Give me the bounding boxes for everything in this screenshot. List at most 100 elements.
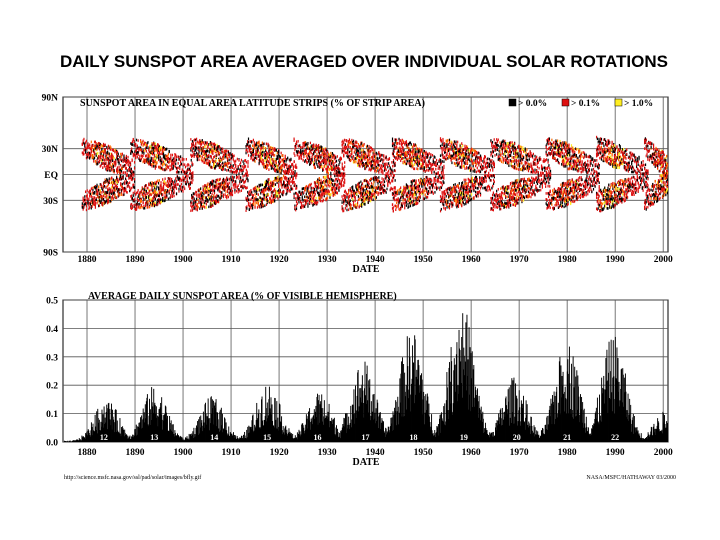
butterfly-mark [282,183,284,187]
butterfly-mark [379,164,381,167]
butterfly-mark [214,200,216,203]
butterfly-mark [209,142,212,146]
butterfly-mark [272,181,274,185]
butterfly-mark [226,193,229,197]
butterfly-mark [332,153,334,157]
butterfly-mark [218,166,221,169]
butterfly-mark [223,183,225,186]
butterfly-mark [211,199,213,203]
butterfly-mark [371,164,373,167]
butterfly-mark [191,154,194,158]
butterfly-mark [225,181,227,185]
butterfly-mark [103,192,105,196]
butterfly-mark [219,148,221,152]
butterfly-mark [397,147,399,150]
butterfly-mark [201,207,203,210]
butterfly-mark [314,148,316,151]
butterfly-mark [87,152,89,156]
butterfly-mark [363,193,365,197]
butterfly-mark [388,157,391,160]
butterfly-mark [207,161,209,165]
butterfly-mark [318,178,320,182]
butterfly-mark [360,191,362,195]
butterfly-mark [218,200,220,204]
butterfly-mark [126,181,128,184]
butterfly-mark [370,195,373,199]
butterfly-mark [348,191,350,194]
butterfly-mark [117,190,119,194]
butterfly-mark [312,196,314,199]
butterfly-mark [260,144,263,147]
butterfly-mark [151,165,153,168]
butterfly-mark [260,146,263,150]
butterfly-mark [277,175,279,179]
butterfly-mark [178,170,180,174]
butterfly-mark [213,160,215,164]
butterfly-mark [108,179,110,183]
butterfly-mark [125,181,127,185]
butterfly-mark [274,176,277,180]
butterfly-mark [318,193,320,197]
butterfly-mark [129,161,132,165]
butterfly-mark [200,187,202,190]
butterfly-mark [114,189,116,192]
butterfly-mark [320,147,322,151]
butterfly-mark [367,181,369,184]
butterfly-mark [253,156,255,160]
butterfly-mark [195,200,197,204]
butterfly-mark [247,150,249,154]
butterfly-mark [251,155,253,159]
butterfly-mark [302,200,304,204]
butterfly-mark [358,144,360,148]
butterfly-mark [368,186,370,189]
butterfly-mark [344,146,346,149]
butterfly-mark [190,153,192,157]
butterfly-mark [89,206,91,209]
butterfly-mark [106,151,108,155]
butterfly-mark [322,158,325,161]
butterfly-mark [300,151,302,154]
butterfly-mark [343,200,345,203]
butterfly-mark [98,195,101,199]
butterfly-mark [316,152,318,156]
butterfly-mark [358,158,360,162]
butterfly-mark [265,184,268,187]
butterfly-mark [161,200,163,204]
butterfly-mark [146,191,148,195]
butterfly-mark [254,156,256,160]
butterfly-mark [218,145,220,148]
butterfly-mark [271,164,273,167]
butterfly-mark [274,169,276,172]
butterfly-mark [222,187,224,191]
butterfly-mark [219,164,221,168]
butterfly-mark [371,193,373,197]
butterfly-mark [374,169,376,173]
butterfly-mark [210,205,212,209]
butterfly-mark [341,151,343,154]
butterfly-mark [375,165,377,169]
butterfly-mark [158,194,160,198]
butterfly-mark [316,148,318,151]
butterfly-mark [86,197,88,200]
butterfly-mark [285,170,287,174]
butterfly-mark [276,166,278,169]
butterfly-mark [257,155,259,158]
butterfly-mark [132,199,134,202]
butterfly-mark [358,191,360,194]
butterfly-mark [345,151,347,155]
butterfly-mark [283,185,286,189]
butterfly-mark [99,165,101,168]
butterfly-mark [222,155,224,159]
butterfly-mark [256,153,258,156]
butterfly-mark [348,155,350,158]
butterfly-mark [283,182,285,186]
butterfly-mark [120,169,123,173]
butterfly-mark [348,203,351,207]
butterfly-mark [369,178,371,182]
butterfly-mark [166,154,168,158]
butterfly-mark [304,187,306,190]
butterfly-mark [250,140,252,143]
butterfly-mark [256,189,258,193]
butterfly-mark [227,153,229,157]
butterfly-mark [310,187,312,190]
